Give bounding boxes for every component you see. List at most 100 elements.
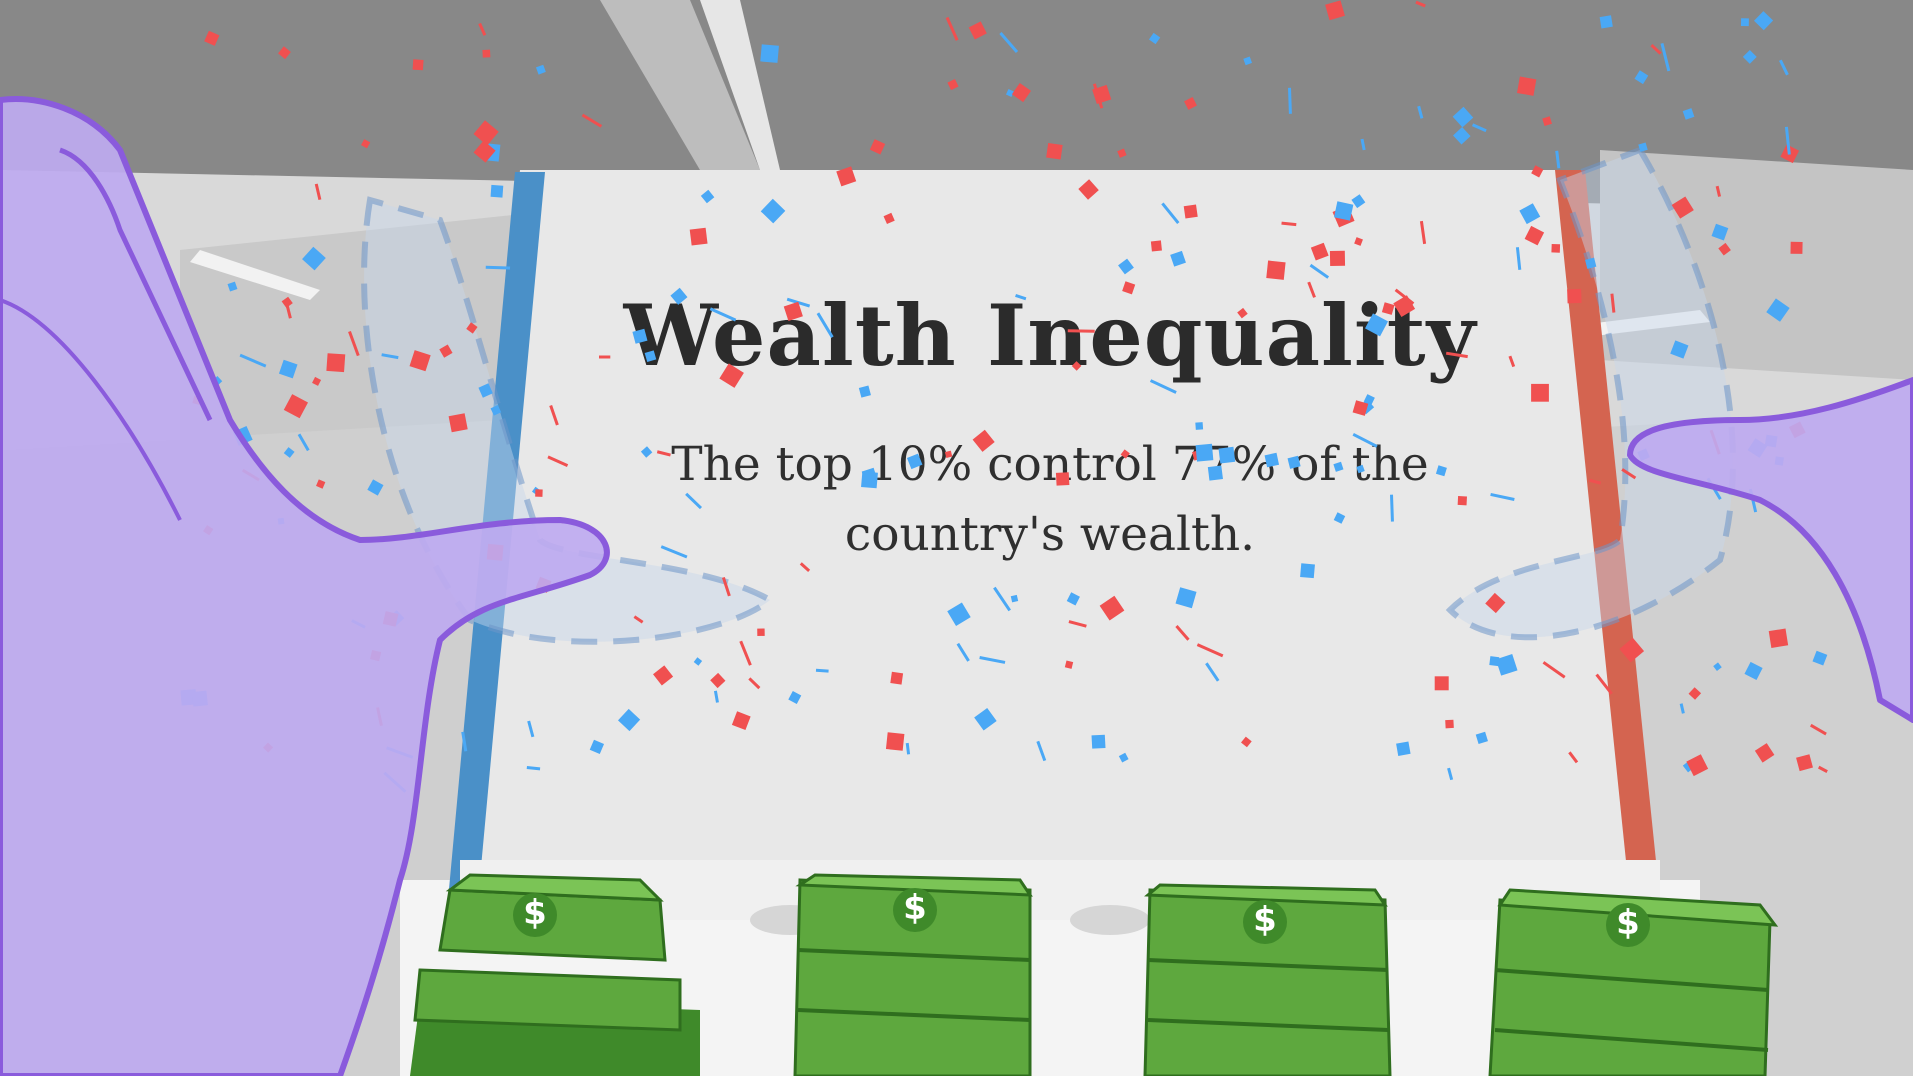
confetti-piece [617,708,641,732]
confetti-piece [731,711,751,731]
confetti-piece [693,657,703,666]
confetti-piece [974,707,997,731]
confetti-piece [312,376,322,386]
confetti-piece [1266,260,1286,280]
confetti-piece [1768,628,1789,648]
confetti-piece [1092,83,1104,109]
dollar-sign-icon: $ [523,893,547,933]
money-stack-3 [1143,883,1392,1076]
confetti-piece [670,287,688,305]
confetti-piece [816,312,834,338]
confetti-piece [1066,592,1080,606]
confetti-piece [1457,496,1467,506]
confetti-piece [739,640,752,666]
confetti-piece [1170,250,1186,267]
confetti-piece [314,183,322,201]
confetti-piece [883,212,895,225]
confetti-piece [1489,656,1500,667]
confetti-piece [783,301,803,321]
confetti-piece [1015,294,1027,301]
confetti-piece [815,668,829,673]
confetti-piece [1621,468,1637,480]
confetti-piece [1351,194,1366,209]
confetti-piece [1515,247,1522,270]
confetti-piece [490,405,502,416]
confetti-piece [1495,653,1518,676]
confetti-piece [799,562,811,573]
confetti-piece [1686,754,1709,777]
confetti-piece [1517,76,1537,96]
confetti-piece [1078,179,1099,200]
confetti-piece [1638,142,1648,152]
money-stack-2 [793,873,1033,1076]
board-subtitle: The top 10% control 77% of the country's… [671,437,1429,563]
confetti-piece [1381,302,1395,315]
confetti-piece [640,446,653,458]
confetti-piece [1713,662,1722,671]
confetti-piece [1744,661,1763,681]
confetti-piece [326,353,346,373]
confetti-piece [1670,340,1689,359]
confetti-piece [1218,446,1236,464]
confetti-piece [1184,96,1197,110]
confetti-piece [1091,734,1106,749]
confetti-piece [281,296,293,308]
confetti-piece [685,492,703,510]
confetti-piece [1196,643,1224,658]
confetti-piece [1325,0,1345,21]
confetti-piece [1434,676,1449,691]
confetti-piece [1175,625,1190,641]
confetti-piece [473,140,496,163]
confetti-piece [1287,455,1301,469]
confetti-piece [439,344,453,358]
confetti-piece [1660,42,1671,72]
confetti-piece [968,21,987,40]
confetti-piece [1241,736,1252,748]
confetti-piece [713,690,719,703]
confetti-piece [1309,263,1330,279]
board-right-edge [1555,170,1660,900]
confetti-piece [1310,242,1329,261]
confetti-piece [1790,241,1803,254]
confetti-piece [945,16,959,41]
confetti-piece [1531,383,1549,402]
confetti-piece [993,586,1011,612]
confetti-piece [1064,660,1074,669]
confetti-piece [1122,281,1136,295]
confetti-piece [466,322,478,334]
confetti-piece [1542,661,1566,679]
confetti-piece [461,731,468,752]
confetti-piece [1490,493,1515,501]
confetti-piece [1715,185,1722,197]
confetti-piece [1365,313,1389,337]
confetti-piece [1067,329,1095,333]
confetti-piece [485,265,511,270]
confetti-piece [478,383,493,398]
confetti-piece [1036,740,1047,762]
confetti-piece [1754,11,1774,31]
confetti-piece [1796,754,1813,772]
dollar-sign-icon: $ [903,888,927,928]
confetti-piece [1817,765,1828,773]
confetti-piece [1595,673,1613,695]
confetti-piece [748,677,761,690]
confetti-piece [1237,307,1248,319]
confetti-piece [1300,563,1315,579]
confetti-piece [1120,449,1130,459]
confetti-piece [947,79,959,91]
board-title: Wealth Inequality [623,286,1477,385]
confetti-piece [1396,741,1411,756]
confetti-piece [653,665,674,686]
confetti-piece [1149,379,1177,394]
confetti-piece [1352,400,1369,416]
confetti-piece [1005,89,1014,97]
confetti-piece [1445,719,1454,729]
confetti-piece [1243,56,1253,66]
confetti-piece [1055,472,1070,486]
confetti-piece [239,353,267,368]
confetti-piece [589,739,605,754]
confetti-piece [283,394,309,419]
confetti-piece [644,350,657,363]
